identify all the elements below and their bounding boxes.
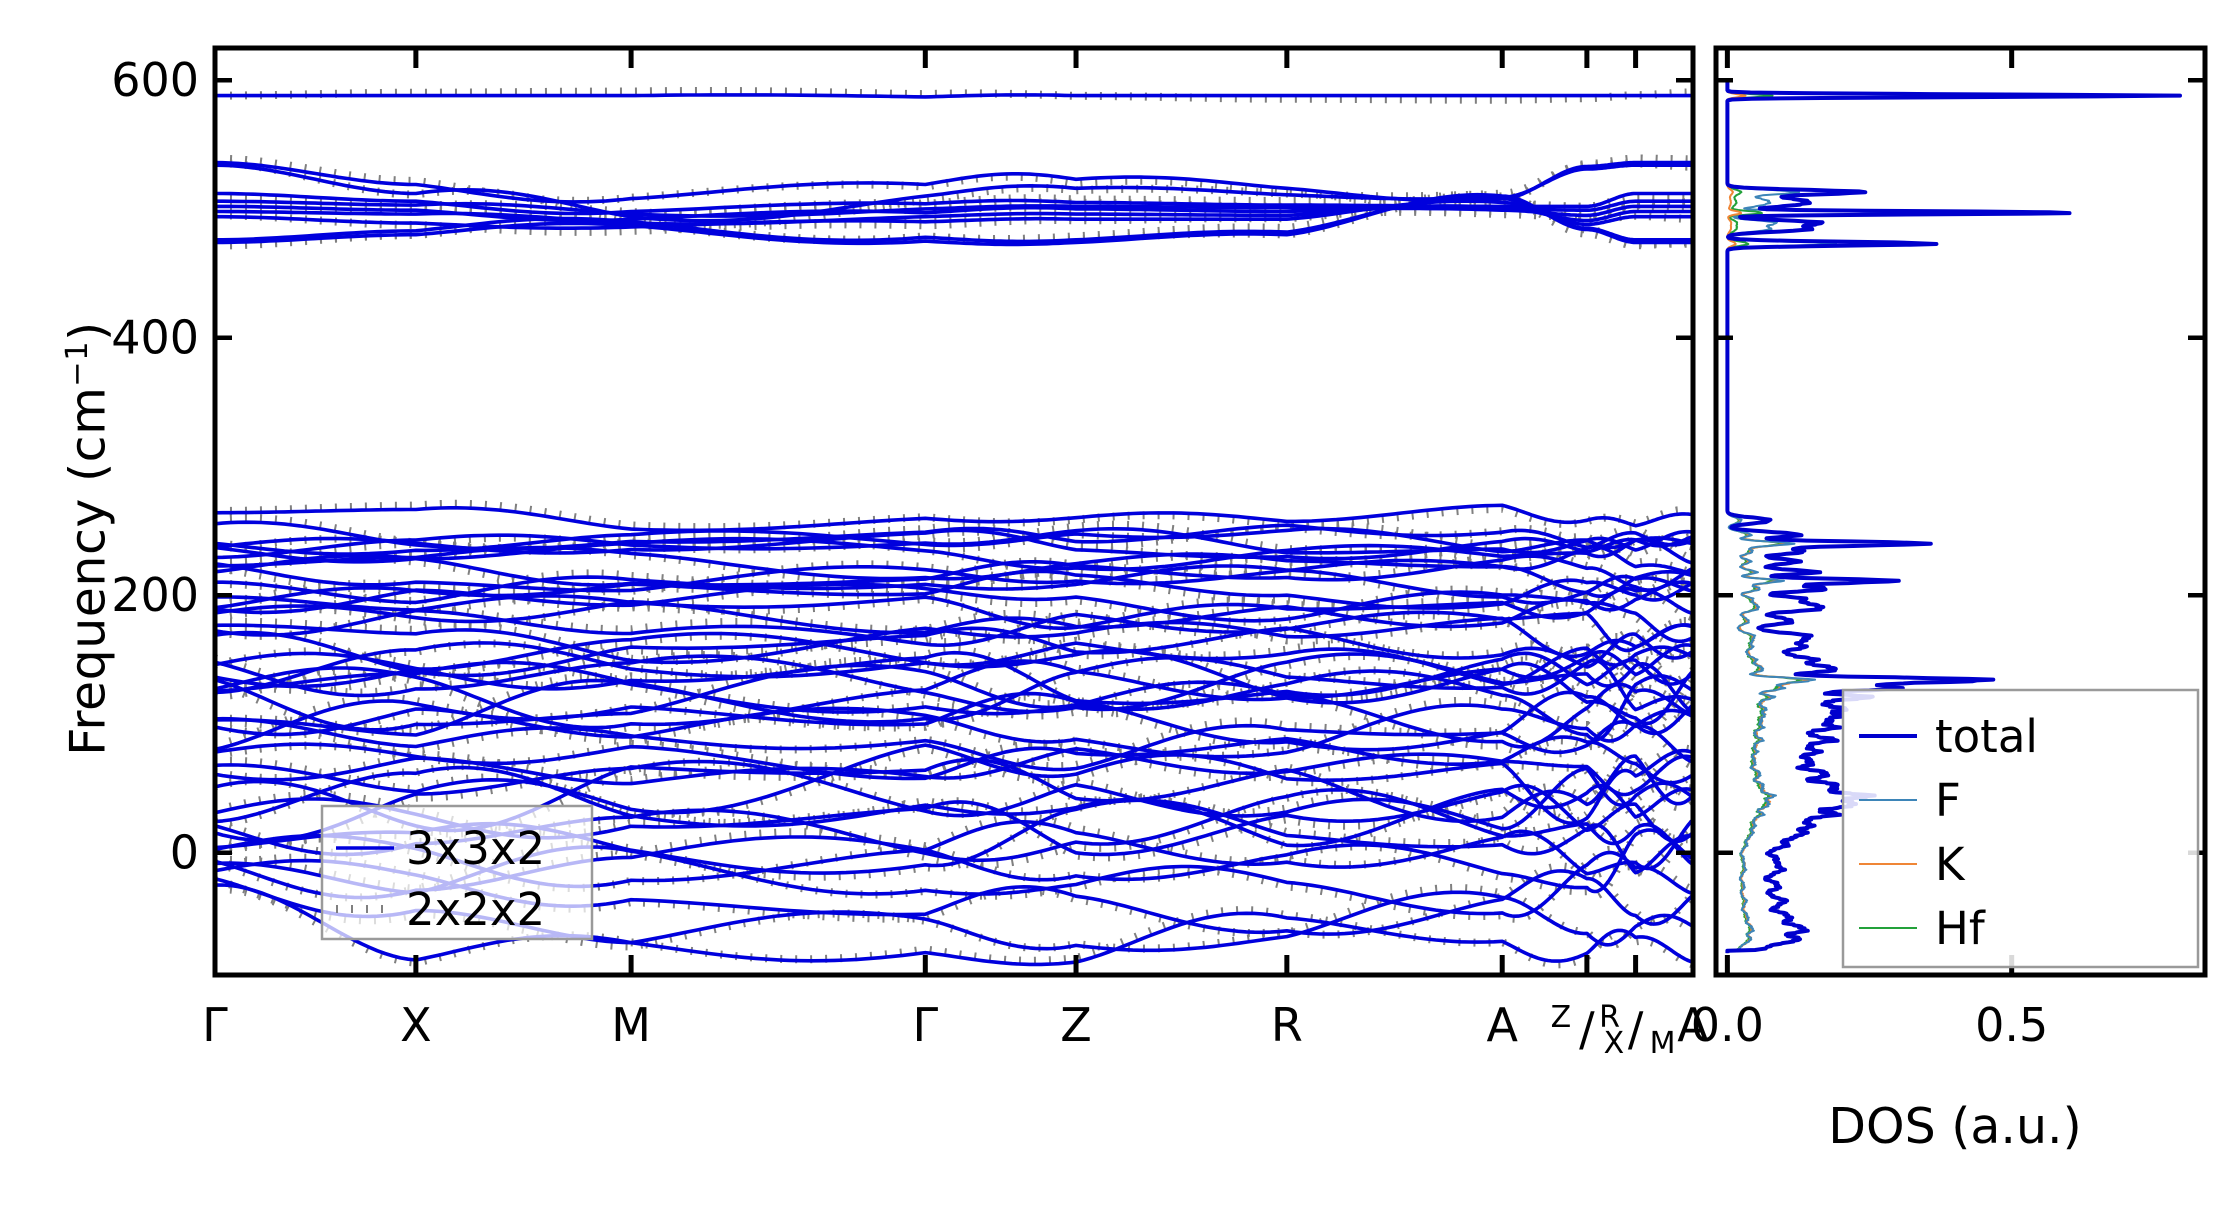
- dos-legend: total FK Hf: [1841, 688, 2200, 969]
- band-legend: 3x3x2 2x2x2: [320, 804, 594, 941]
- band-curve-3x3x2: [215, 650, 1693, 706]
- dos-legend-label-total: total: [1935, 710, 2038, 763]
- dos-legend-label-K: K: [1935, 838, 1966, 891]
- band-curve-3x3x2: [215, 191, 1693, 216]
- band-curve-3x3x2: [215, 735, 1693, 785]
- x-tick-label: Z: [1060, 998, 1092, 1052]
- band-curve-3x3x2: [215, 503, 1693, 533]
- band-curve-2x2x2: [215, 623, 1693, 681]
- fraction-numerator: R: [1599, 1000, 1620, 1035]
- y-tick-label: 200: [111, 568, 199, 622]
- band-curve-3x3x2: [215, 192, 1693, 247]
- band-curve-3x3x2: [215, 93, 1693, 99]
- x-tick-label-fraction: Z / X: [1551, 1000, 1625, 1061]
- dos-axes: 0.0 0.5: [1691, 45, 2208, 1052]
- x-tick-label: R: [1271, 998, 1303, 1052]
- band-curve-3x3x2: [215, 199, 1693, 218]
- band-curve-3x3x2: [215, 641, 1693, 700]
- band-curve-3x3x2: [215, 527, 1693, 560]
- band-legend-label-2x2x2: 2x2x2: [406, 883, 545, 936]
- band-curve-2x2x2: [215, 562, 1693, 612]
- fraction-denominator: M: [1650, 1026, 1676, 1061]
- fraction-numerator: Z: [1551, 1000, 1572, 1035]
- band-curve-3x3x2: [215, 564, 1693, 605]
- band-curve-3x3x2: [215, 553, 1693, 592]
- y-tick-label: 600: [111, 53, 199, 107]
- band-curve-3x3x2: [215, 163, 1693, 223]
- band-curve-3x3x2: [215, 716, 1693, 772]
- band-curve-3x3x2: [215, 690, 1693, 752]
- dos-legend-label-Hf: Hf: [1935, 902, 1986, 955]
- x-tick-label: A: [1677, 998, 1709, 1052]
- dos-curves-group: [1725, 79, 2182, 955]
- dos-axis-label: DOS (a.u.): [1828, 1098, 2082, 1155]
- fraction-slash: /: [1579, 1002, 1595, 1056]
- x-tick-label-fraction: R / M: [1599, 1000, 1675, 1061]
- band-legend-box: [320, 804, 594, 941]
- x-tick-label: A: [1486, 998, 1518, 1052]
- band-curve-3x3x2: [215, 195, 1693, 244]
- band-curve-3x3x2: [215, 204, 1693, 226]
- band-curve-3x3x2: [215, 536, 1693, 572]
- dos-x-tick-label: 0.5: [1975, 998, 2048, 1052]
- x-tick-label: M: [611, 998, 651, 1052]
- band-frame: [212, 45, 1696, 978]
- band-curve-3x3x2: [215, 765, 1693, 848]
- band-curve-3x3x2: [215, 160, 1693, 204]
- dos-x-tick-label: 0.0: [1691, 998, 1764, 1052]
- x-tick-label: Γ: [202, 998, 228, 1052]
- y-tick-label: 0: [170, 826, 199, 880]
- band-curve-3x3x2: [215, 199, 1693, 230]
- x-tick-label: X: [400, 998, 432, 1052]
- dos-legend-label-F: F: [1935, 774, 1961, 827]
- band-curve-3x3x2: [215, 616, 1693, 665]
- band-curve-3x3x2: [215, 545, 1693, 581]
- dos-frame: [1713, 45, 2208, 978]
- band-curve-2x2x2: [215, 193, 1693, 250]
- y-tick-label: 400: [111, 311, 199, 365]
- band-curve-3x3x2: [215, 580, 1693, 623]
- band-curve-3x3x2: [215, 678, 1693, 749]
- fraction-slash: /: [1628, 1002, 1644, 1056]
- band-curve-3x3x2: [215, 586, 1693, 630]
- band-curve-2x2x2: [215, 569, 1693, 616]
- band-curve-3x3x2: [215, 598, 1693, 644]
- band-curve-3x3x2: [215, 526, 1693, 556]
- band-curve-3x3x2: [215, 759, 1693, 843]
- x-tick-label: Γ: [912, 998, 938, 1052]
- fraction-denominator: X: [1604, 1026, 1625, 1061]
- band-curve-2x2x2: [215, 651, 1693, 720]
- dos-curve-total: [1725, 79, 2182, 955]
- band-curve-3x3x2: [215, 655, 1693, 724]
- band-legend-label-3x3x2: 3x3x2: [406, 822, 545, 875]
- band-curve-3x3x2: [215, 626, 1693, 678]
